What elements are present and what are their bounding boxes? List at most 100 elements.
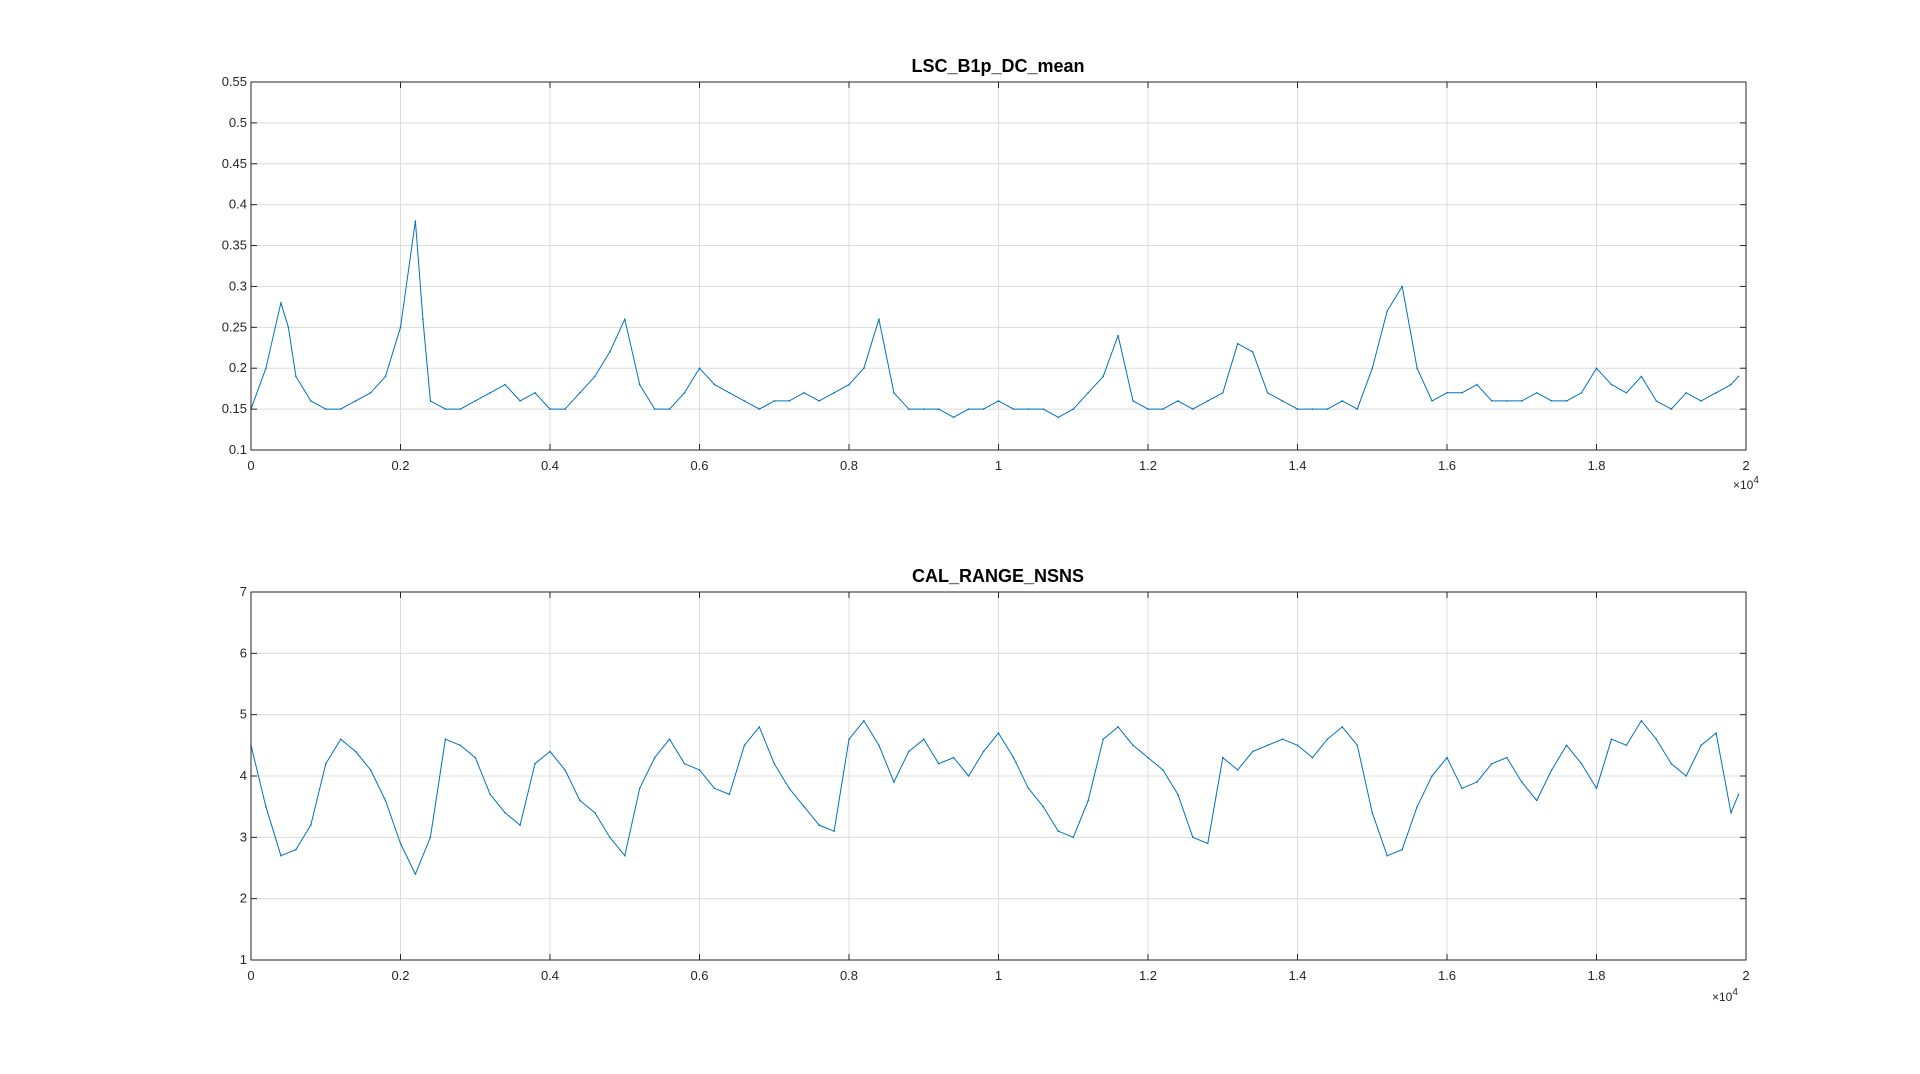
chart-top-x-ticks: 0 0.2 0.4 0.6 0.8 1 1.2 1.4 1.6 1.8 2 [247, 82, 1750, 473]
chart-top-y-tick-label-9: 0.55 [222, 74, 247, 89]
chart-top-data-point [967, 408, 970, 410]
chart-top-data-point [728, 392, 731, 394]
chart-top-data-point [1072, 408, 1075, 410]
chart-top-data-point [1042, 408, 1045, 410]
chart-top-data-point [414, 220, 417, 222]
chart-bottom-data-point [280, 854, 282, 857]
chart-top-data-point [698, 367, 701, 370]
chart-bottom-data-point [758, 726, 761, 728]
chart-top-data-point [937, 408, 940, 410]
chart-bottom-data-point [923, 738, 925, 740]
chart-bottom-data-point [743, 744, 746, 747]
chart-top-data-point [564, 408, 566, 410]
chart-bottom-data-point [1595, 787, 1598, 790]
chart-top-data-point [1177, 400, 1179, 402]
chart-bottom-data-point [429, 836, 432, 839]
chart-top-data-point [1670, 408, 1673, 410]
chart-top-data-point [1461, 392, 1463, 394]
chart-top-data-point [1700, 400, 1702, 402]
chart-bottom-x-tick-label-6: 1.2 [1139, 968, 1157, 983]
chart-top-data-point [863, 367, 865, 370]
chart-top-data-point [1386, 310, 1388, 312]
chart-top-x-tick-label-3: 0.6 [690, 458, 708, 473]
chart-bottom-data-point [564, 769, 566, 771]
chart-top-data-point [1446, 392, 1448, 394]
chart-bottom-data-point [1177, 793, 1179, 796]
chart-top-data-point [1640, 375, 1643, 378]
chart-bottom-data-point [952, 756, 955, 759]
chart-top-x-exponent-power: 4 [1753, 475, 1759, 486]
chart-top-x-tick-label-7: 1.4 [1288, 458, 1306, 473]
chart-top-x-tick-label-9: 1.8 [1587, 458, 1605, 473]
chart-bottom-x-tick-label-10: 2 [1742, 968, 1749, 983]
chart-bottom-data-point [1491, 762, 1493, 765]
chart-top-data-point [1521, 400, 1523, 402]
chart-bottom-data-point [624, 854, 626, 857]
chart-bottom-data-point [609, 836, 611, 839]
chart-bottom-data-point [1640, 720, 1643, 722]
chart-bottom-data-point [1356, 744, 1359, 747]
chart-top-data-point [908, 408, 910, 410]
chart-top-data-point [653, 408, 656, 410]
chart-bottom-data-point [384, 799, 387, 802]
chart-top-data-point [1685, 392, 1687, 394]
chart-bottom-data-point [1535, 799, 1538, 802]
chart-top-data-point [1371, 367, 1374, 370]
chart-top-data-point [1251, 351, 1254, 353]
chart-top-data-point [1341, 400, 1344, 402]
chart-bottom-data-point [399, 842, 402, 845]
chart-bottom-data-point [1027, 787, 1030, 790]
chart-bottom-data-point [519, 824, 521, 826]
chart-bottom-data-point [1341, 726, 1344, 728]
chart-bottom-data-point [1476, 781, 1478, 783]
chart-bottom-data-point [788, 787, 790, 790]
chart-top-data-point [1491, 400, 1493, 402]
chart-bottom-data-point [833, 830, 835, 832]
chart-bottom-y-tick-label-6: 7 [240, 584, 247, 599]
chart-bottom-data-point [1737, 793, 1740, 796]
chart-top-data-point [1087, 392, 1089, 394]
chart-bottom-data-point [937, 762, 940, 765]
chart-bottom-x-exponent-power: 4 [1732, 987, 1738, 998]
chart-top-y-tick-label-5: 0.35 [222, 238, 247, 253]
chart-top-x-exponent-base: ×10 [1733, 478, 1754, 492]
chart-bottom-data-point [1431, 775, 1433, 777]
chart-top-data-point [1132, 400, 1134, 402]
chart-bottom-data-point [893, 781, 895, 783]
chart-top-data-point [1580, 392, 1583, 394]
chart-bottom-y-ticks: 1 2 3 4 5 6 7 [240, 584, 1746, 967]
chart-bottom-data-point [1102, 738, 1104, 740]
chart-bottom-data-point [414, 873, 417, 875]
chart-bottom-data-point [1565, 744, 1568, 747]
chart-top-x-tick-label-6: 1.2 [1139, 458, 1157, 473]
chart-top-data-point [287, 326, 290, 329]
chart-bottom-data-point [1326, 738, 1329, 740]
chart-bottom-data-point [1236, 769, 1239, 771]
chart-top-data-point [1565, 400, 1568, 402]
chart-top-data-point [923, 408, 925, 410]
chart-top-data-point [1506, 400, 1508, 402]
chart-top-data-point [997, 400, 1000, 402]
chart-top-data-point [1730, 383, 1732, 386]
chart-top-data-point [1236, 342, 1239, 345]
chart-bottom-grid [251, 592, 1746, 960]
chart-bottom-x-tick-label-5: 1 [995, 968, 1002, 983]
chart-top-data-point [1222, 392, 1224, 394]
chart-bottom-data-point [1700, 744, 1702, 747]
chart-top-y-tick-label-4: 0.3 [229, 278, 247, 293]
chart-top-data-point [952, 416, 955, 419]
chart-bottom-data-point [1401, 848, 1403, 851]
chart-bottom-data-point [265, 805, 267, 808]
chart-top-data-point [848, 383, 850, 386]
chart-top-data-point [818, 400, 820, 402]
chart-bottom-data-point [908, 750, 910, 753]
chart-bottom-data-point [354, 750, 357, 753]
chart-bottom-data-point [489, 793, 492, 796]
chart-top-data-point [1476, 383, 1478, 386]
chart-top-data-point [280, 302, 282, 304]
chart-top-data-point [1595, 367, 1598, 370]
chart-top-data-point [325, 408, 327, 410]
chart-top-data-point [1281, 400, 1284, 402]
chart-bottom-data-point [1266, 744, 1269, 747]
chart-bottom-data-point [339, 738, 342, 740]
